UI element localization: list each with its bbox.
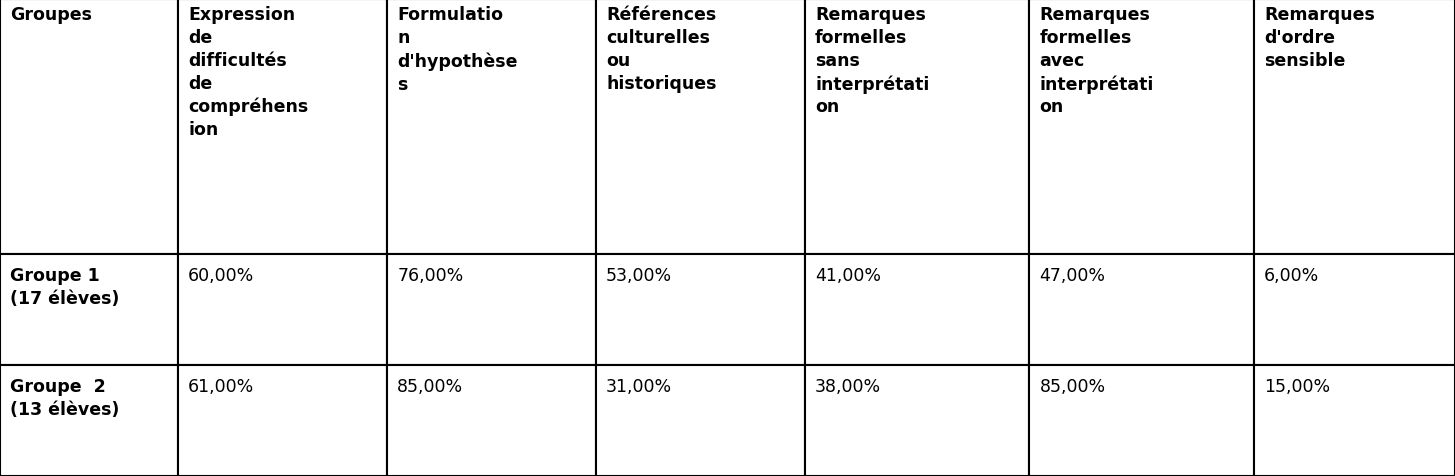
Text: 41,00%: 41,00% [815,267,882,285]
Bar [805,255,1029,366]
Bar [1029,366,1254,476]
Bar [597,0,805,255]
Bar [0,0,178,255]
Bar [387,0,597,255]
Text: 38,00%: 38,00% [815,377,882,396]
Text: Expression
de
difficultés
de
compréhens
ion: Expression de difficultés de compréhens … [188,6,308,139]
Bar [178,255,387,366]
Bar [597,255,805,366]
Text: 85,00%: 85,00% [397,377,463,396]
Text: 31,00%: 31,00% [607,377,672,396]
Bar [1254,255,1455,366]
Bar [1254,0,1455,255]
Bar [597,366,805,476]
Bar [178,366,387,476]
Bar [0,366,178,476]
Text: 15,00%: 15,00% [1264,377,1330,396]
Text: 60,00%: 60,00% [188,267,255,285]
Text: Groupes: Groupes [10,6,92,24]
Text: Remarques
formelles
sans
interprétati
on: Remarques formelles sans interprétati on [815,6,930,116]
Text: Formulatio
n
d'hypothèse
s: Formulatio n d'hypothèse s [397,6,518,93]
Bar [1254,366,1455,476]
Bar [1029,255,1254,366]
Text: Références
culturelles
ou
historiques: Références culturelles ou historiques [607,6,717,93]
Bar [1029,0,1254,255]
Text: 6,00%: 6,00% [1264,267,1320,285]
Text: 85,00%: 85,00% [1039,377,1106,396]
Bar [0,255,178,366]
Text: 76,00%: 76,00% [397,267,463,285]
Bar [178,0,387,255]
Bar [387,255,597,366]
Text: Remarques
formelles
avec
interprétati
on: Remarques formelles avec interprétati on [1039,6,1154,116]
Text: Remarques
d'ordre
sensible: Remarques d'ordre sensible [1264,6,1375,70]
Text: 61,00%: 61,00% [188,377,255,396]
Bar [805,0,1029,255]
Text: Groupe 1
(17 élèves): Groupe 1 (17 élèves) [10,267,119,307]
Text: 53,00%: 53,00% [607,267,672,285]
Bar [805,366,1029,476]
Text: Groupe  2
(13 élèves): Groupe 2 (13 élèves) [10,377,119,418]
Bar [387,366,597,476]
Text: 47,00%: 47,00% [1039,267,1106,285]
